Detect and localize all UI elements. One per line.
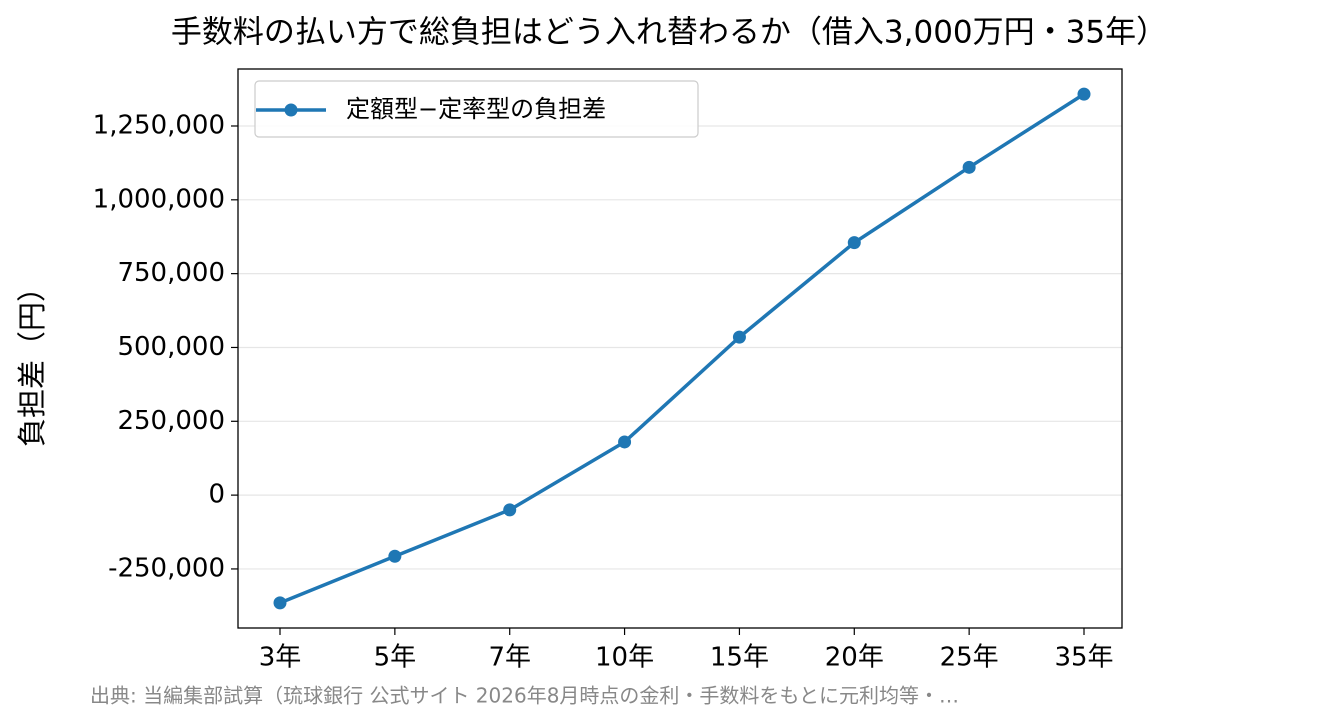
data-point	[618, 435, 632, 449]
x-tick-label: 7年	[488, 643, 531, 673]
series-line	[279, 92, 1085, 605]
y-tick-label: 1,250,000	[93, 110, 225, 140]
plot-frame	[237, 68, 1123, 629]
x-tick-label: 15年	[710, 643, 769, 673]
x-tick-label: 5年	[374, 643, 417, 673]
y-tick-label: 0	[208, 480, 225, 510]
x-tick-label: 20年	[825, 643, 884, 673]
y-tick-label: -250,000	[108, 553, 225, 583]
chart-title: 手数料の払い方で総負担はどう入れ替わるか（借入3,000万円・35年）	[171, 15, 1167, 51]
y-tick-label: 1,000,000	[93, 184, 225, 214]
y-tick-label: 500,000	[117, 332, 225, 362]
data-point	[1077, 87, 1091, 101]
data-point	[273, 596, 287, 610]
data-point	[388, 549, 402, 563]
y-axis-label: 負担差（円）	[15, 273, 49, 447]
y-tick-label: 250,000	[117, 406, 225, 436]
legend-marker	[284, 103, 298, 117]
y-tick-label: 750,000	[117, 258, 225, 288]
legend-box	[254, 80, 699, 138]
x-tick-label: 25年	[940, 643, 999, 673]
x-tick-label: 10年	[595, 643, 654, 673]
data-point	[503, 503, 517, 517]
x-tick-label: 3年	[259, 643, 302, 673]
data-point	[962, 160, 976, 174]
data-point	[732, 330, 746, 344]
data-point	[847, 236, 861, 250]
x-tick-label: 35年	[1054, 643, 1113, 673]
source-note: 出典: 当編集部試算（琉球銀行 公式サイト 2026年8月時点の金利・手数料をも…	[90, 684, 959, 708]
legend-label: 定額型−定率型の負担差	[346, 95, 606, 123]
